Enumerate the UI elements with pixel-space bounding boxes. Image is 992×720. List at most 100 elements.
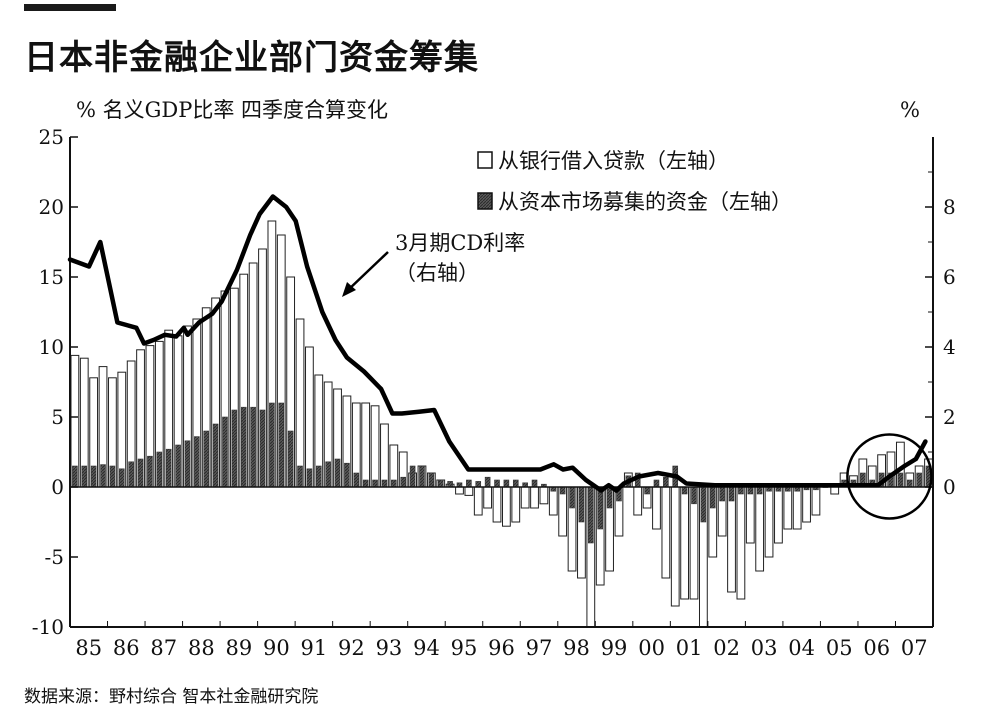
bank-loan-bar xyxy=(633,486,643,516)
capital-market-bar xyxy=(165,448,172,488)
capital-market-bar xyxy=(578,486,585,523)
cd-rate-line-group xyxy=(67,194,933,520)
capital-market-bar xyxy=(287,430,294,488)
bank-loan-bar xyxy=(558,486,568,537)
capital-market-bar xyxy=(184,440,191,488)
x-tick-label: 96 xyxy=(488,636,515,660)
capital-market-bar xyxy=(447,481,453,488)
capital-market-bar xyxy=(119,468,125,488)
capital-market-bar xyxy=(353,472,360,488)
capital-market-bar xyxy=(719,486,725,502)
left-tick-label: -10 xyxy=(32,615,64,639)
capital-market-bar xyxy=(344,462,350,488)
x-tick-label: 91 xyxy=(301,636,328,660)
legend-swatch-white xyxy=(477,151,493,169)
x-tick-label: 90 xyxy=(263,636,290,660)
bank-loan-bar xyxy=(473,486,483,516)
capital-market-bar xyxy=(156,451,163,488)
capital-market-bar xyxy=(756,486,763,495)
bank-loan-bar xyxy=(783,486,793,530)
right-tick-label: 0 xyxy=(943,475,956,499)
capital-market-bar xyxy=(906,479,913,488)
capital-market-bar xyxy=(137,458,144,488)
capital-market-bar xyxy=(494,479,500,488)
bank-loan-bar xyxy=(652,486,661,530)
capital-market-bar xyxy=(362,479,369,488)
x-tick-label: 02 xyxy=(713,636,740,660)
capital-market-bar xyxy=(203,430,210,488)
bank-loan-bar xyxy=(680,486,690,600)
capital-market-bar xyxy=(409,465,416,488)
bank-loan-bar xyxy=(736,486,746,600)
capital-market-bar xyxy=(419,465,425,488)
capital-market-bar xyxy=(897,472,904,488)
legend-swatch-dark xyxy=(477,192,493,210)
capital-market-bar xyxy=(484,476,491,488)
capital-market-bar xyxy=(653,479,660,488)
capital-market-bar xyxy=(269,402,275,488)
capital-market-bar xyxy=(663,476,669,488)
capital-market-bar xyxy=(297,465,303,488)
capital-market-bar xyxy=(147,455,153,488)
capital-market-bar xyxy=(231,409,238,488)
annotation-arrow-shaft xyxy=(346,251,389,292)
bank-loan-bar xyxy=(830,486,840,495)
capital-market-bar xyxy=(644,486,650,495)
capital-market-bar xyxy=(691,486,697,505)
capital-market-bar xyxy=(194,436,200,488)
capital-market-bar xyxy=(747,486,754,495)
capital-market-bar xyxy=(315,465,322,488)
annotation-line2: （右轴） xyxy=(395,261,479,285)
bank-loan-bar xyxy=(464,486,474,496)
bank-loan-bar xyxy=(745,486,755,544)
highlight-circle xyxy=(846,433,933,520)
x-tick-label: 03 xyxy=(751,636,778,660)
capital-market-bar xyxy=(475,481,482,488)
x-tick-label: 85 xyxy=(75,636,102,660)
right-tick-label: 2 xyxy=(943,405,956,429)
capital-market-bar xyxy=(559,486,566,495)
left-tick-label: 15 xyxy=(39,265,64,289)
annotation-arrow-head xyxy=(342,282,356,297)
bank-loan-bar xyxy=(792,486,802,530)
bank-loan-bar xyxy=(305,346,314,488)
right-tick-label: 6 xyxy=(943,265,956,289)
capital-market-bar xyxy=(250,406,256,488)
capital-market-bar xyxy=(334,458,341,488)
bank-loan-bar xyxy=(802,486,811,523)
x-tick-label: 89 xyxy=(225,636,252,660)
x-tick-label: 95 xyxy=(451,636,478,660)
x-tick-label: 04 xyxy=(788,636,815,660)
bank-loan-bar xyxy=(539,486,549,505)
x-tick-label: 97 xyxy=(526,636,553,660)
capital-market-bar xyxy=(709,486,716,509)
capital-market-bar xyxy=(503,479,510,488)
bank-loan-bar xyxy=(483,486,493,509)
capital-market-bar xyxy=(325,461,331,488)
bank-loan-bar xyxy=(727,486,736,593)
capital-market-bar xyxy=(278,402,285,488)
capital-market-bar xyxy=(240,406,247,488)
bank-loan-bar xyxy=(370,405,380,488)
capital-market-bar xyxy=(222,416,228,488)
x-tick-label: 07 xyxy=(901,636,928,660)
bank-loan-bar xyxy=(455,486,464,495)
capital-market-bar xyxy=(437,479,444,488)
capital-market-bar xyxy=(109,465,116,488)
capital-market-bar xyxy=(381,479,388,488)
left-axis-label: % 名义GDP比率 四季度合算变化 xyxy=(76,98,388,122)
bank-loan-bar xyxy=(774,486,783,544)
capital-market-bar xyxy=(606,486,613,509)
right-tick-label: 4 xyxy=(943,335,956,359)
x-tick-label: 01 xyxy=(676,636,703,660)
capital-market-bar xyxy=(128,461,134,488)
bank-loan-bar xyxy=(361,402,371,488)
x-tick-label: 98 xyxy=(563,636,590,660)
x-tick-label: 99 xyxy=(601,636,628,660)
capital-market-bar xyxy=(90,465,97,488)
capital-market-bar xyxy=(597,486,603,530)
right-axis-label: % xyxy=(900,98,920,122)
capital-market-bar xyxy=(212,423,219,488)
